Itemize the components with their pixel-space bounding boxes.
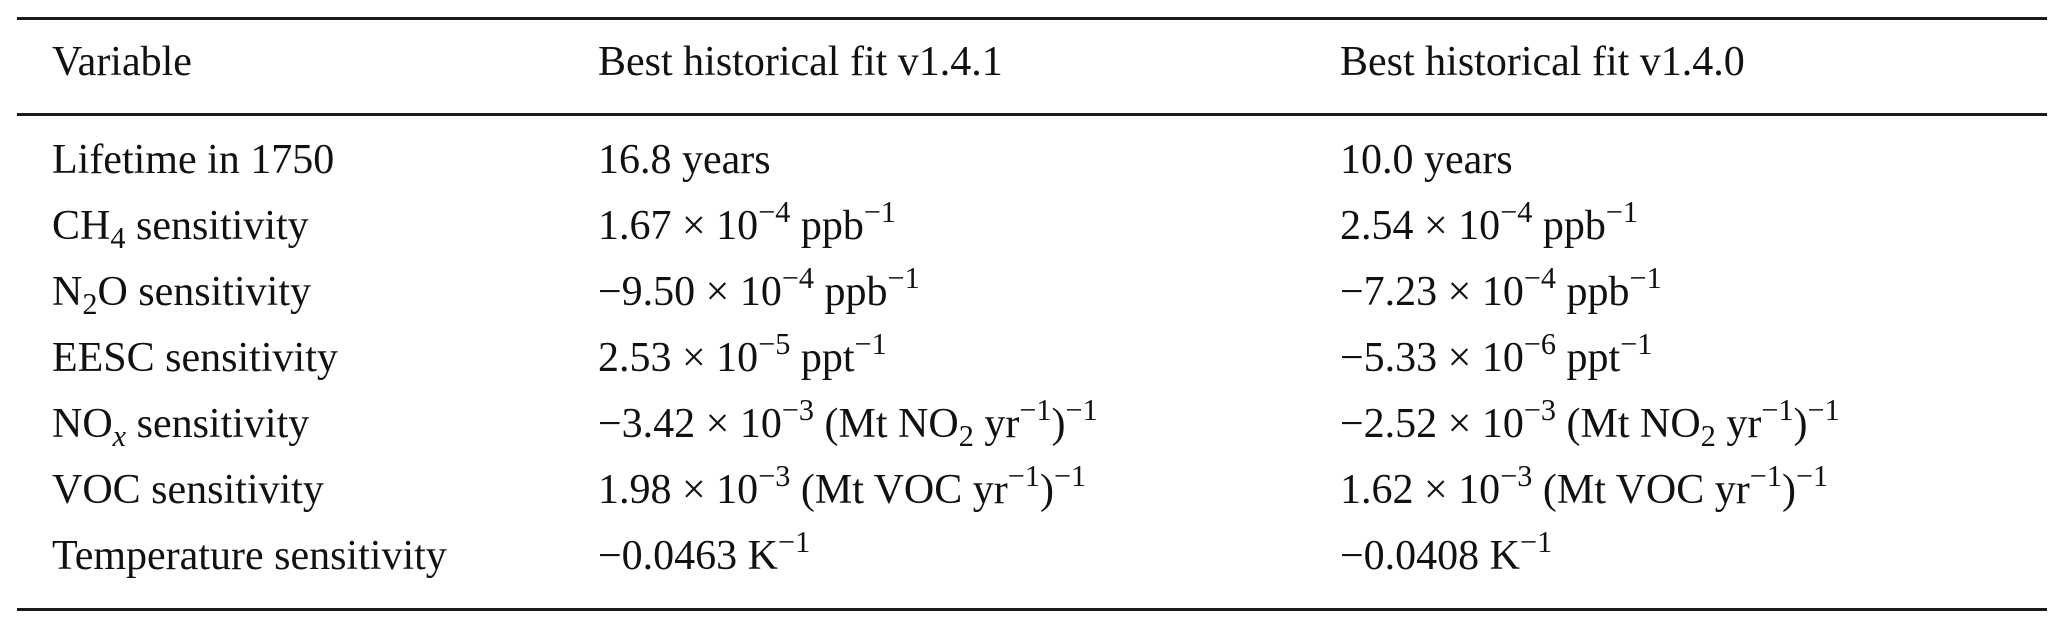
table-row-n2o-v141: −9.50 × 10−4 ppb−1 [598, 261, 920, 315]
table-row-n2o-v140: −7.23 × 10−4 ppb−1 [1340, 261, 1662, 315]
table-row-temperature-v140: −0.0408 K−1 [1340, 525, 1553, 579]
table-row-n2o-label: N2O sensitivity [52, 269, 311, 322]
table-row-lifetime-v141: 16.8 years [598, 137, 771, 183]
table-row-nox-v141: −3.42 × 10−3 (Mt NO2 yr−1)−1 [598, 393, 1098, 454]
table-row-voc-v141: 1.98 × 10−3 (Mt VOC yr−1)−1 [598, 459, 1087, 513]
header-v141: Best historical fit v1.4.1 [598, 39, 1003, 85]
table-row-temperature-label: Temperature sensitivity [52, 533, 447, 579]
table-top-rule [17, 17, 2047, 20]
table-row-temperature-v141: −0.0463 K−1 [598, 525, 811, 579]
table-row-ch4-label: CH4 sensitivity [52, 203, 309, 256]
table-header-rule [17, 113, 2047, 116]
table-bottom-rule [17, 608, 2047, 611]
header-variable: Variable [52, 39, 192, 85]
table-row-voc-label: VOC sensitivity [52, 467, 324, 513]
table-row-ch4-v140: 2.54 × 10−4 ppb−1 [1340, 195, 1639, 249]
table-row-voc-v140: 1.62 × 10−3 (Mt VOC yr−1)−1 [1340, 459, 1829, 513]
table-row-eesc-label: EESC sensitivity [52, 335, 338, 381]
header-v140: Best historical fit v1.4.0 [1340, 39, 1745, 85]
table-row-lifetime-v140: 10.0 years [1340, 137, 1513, 183]
table-row-lifetime-label: Lifetime in 1750 [52, 137, 335, 183]
table-row-eesc-v141: 2.53 × 10−5 ppt−1 [598, 327, 887, 381]
table-row-nox-v140: −2.52 × 10−3 (Mt NO2 yr−1)−1 [1340, 393, 1840, 454]
table-row-nox-label: NOx sensitivity [52, 401, 310, 454]
table-row-eesc-v140: −5.33 × 10−6 ppt−1 [1340, 327, 1653, 381]
table-row-ch4-v141: 1.67 × 10−4 ppb−1 [598, 195, 897, 249]
